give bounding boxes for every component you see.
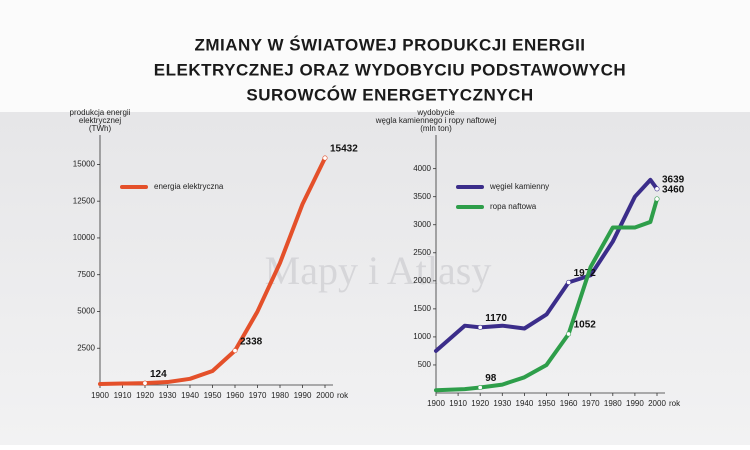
point-marker — [232, 348, 238, 354]
y-axis-label: (mln ton) — [420, 124, 452, 133]
point-marker — [142, 380, 148, 386]
y-tick-label: 4000 — [413, 164, 431, 173]
y-tick-label: 15000 — [73, 160, 96, 169]
x-tick-label: 1900 — [91, 391, 109, 400]
x-tick-label: 1990 — [626, 399, 644, 408]
x-axis-label: rok — [337, 391, 349, 400]
x-tick-label: 1960 — [226, 391, 244, 400]
series-line — [98, 156, 327, 386]
x-tick-label: 1930 — [493, 399, 511, 408]
y-tick-label: 7500 — [77, 270, 95, 279]
point-marker — [654, 186, 660, 192]
y-tick-label: 10000 — [73, 233, 96, 242]
title-line: SUROWCÓW ENERGETYCZNYCH — [246, 85, 533, 104]
y-axis-label: wydobycie — [416, 108, 455, 117]
title-line: ELEKTRYCZNEJ ORAZ WYDOBYCIU PODSTAWOWYCH — [154, 60, 626, 79]
x-tick-label: 1970 — [582, 399, 600, 408]
data-label: 98 — [485, 373, 497, 384]
x-tick-label: 1900 — [427, 399, 445, 408]
point-marker — [654, 196, 660, 202]
point-marker — [566, 279, 572, 285]
x-tick-label: 1950 — [538, 399, 556, 408]
x-tick-label: 1970 — [249, 391, 267, 400]
legend-label: węgiel kamienny — [489, 182, 549, 191]
data-label: 3460 — [662, 185, 685, 196]
title-line: ZMIANY W ŚWIATOWEJ PRODUKCJI ENERGII — [194, 35, 585, 54]
x-axis-label: rok — [669, 399, 681, 408]
x-tick-label: 1920 — [136, 391, 154, 400]
x-tick-label: 2000 — [648, 399, 666, 408]
legend-label: ropa naftowa — [490, 202, 537, 211]
x-tick-label: 1910 — [114, 391, 132, 400]
y-axis-label: elektrycznej — [79, 116, 121, 125]
point-marker — [477, 385, 483, 391]
x-tick-label: 1930 — [159, 391, 177, 400]
x-tick-label: 1980 — [271, 391, 289, 400]
point-marker — [566, 331, 572, 337]
x-tick-label: 1990 — [294, 391, 312, 400]
point-marker — [322, 155, 328, 161]
legend-label: energia elektryczna — [154, 182, 224, 191]
y-tick-label: 12500 — [73, 196, 96, 205]
x-tick-label: 2000 — [316, 391, 334, 400]
y-axis-label: węgla kamiennego i ropy naftowej — [375, 116, 497, 125]
x-tick-label: 1910 — [449, 399, 467, 408]
y-tick-label: 5000 — [77, 307, 95, 316]
data-label: 124 — [150, 369, 167, 380]
x-tick-label: 1960 — [560, 399, 578, 408]
y-tick-label: 3500 — [413, 192, 431, 201]
x-tick-label: 1940 — [181, 391, 199, 400]
y-tick-label: 1000 — [413, 332, 431, 341]
y-tick-label: 2500 — [413, 248, 431, 257]
y-axis-label: (TWh) — [89, 124, 112, 133]
panel — [0, 112, 750, 445]
series-line — [434, 196, 659, 393]
data-label: 3639 — [662, 175, 685, 186]
x-tick-label: 1920 — [471, 399, 489, 408]
x-tick-label: 1950 — [204, 391, 222, 400]
y-tick-label: 500 — [418, 360, 432, 369]
watermark: Mapy i Atlasy — [265, 248, 492, 293]
y-tick-label: 1500 — [413, 304, 431, 313]
data-label: 2338 — [240, 336, 263, 347]
data-label: 1052 — [574, 320, 597, 331]
data-label: 1972 — [574, 268, 597, 279]
y-tick-label: 3000 — [413, 220, 431, 229]
data-label: 1170 — [485, 313, 507, 324]
x-tick-label: 1940 — [516, 399, 534, 408]
series-line — [434, 177, 659, 353]
data-label: 15432 — [330, 144, 358, 155]
y-axis-label: produkcja energii — [70, 108, 131, 117]
point-marker — [477, 324, 483, 330]
y-tick-label: 2000 — [413, 276, 431, 285]
x-tick-label: 1980 — [604, 399, 622, 408]
y-tick-label: 2500 — [77, 343, 95, 352]
